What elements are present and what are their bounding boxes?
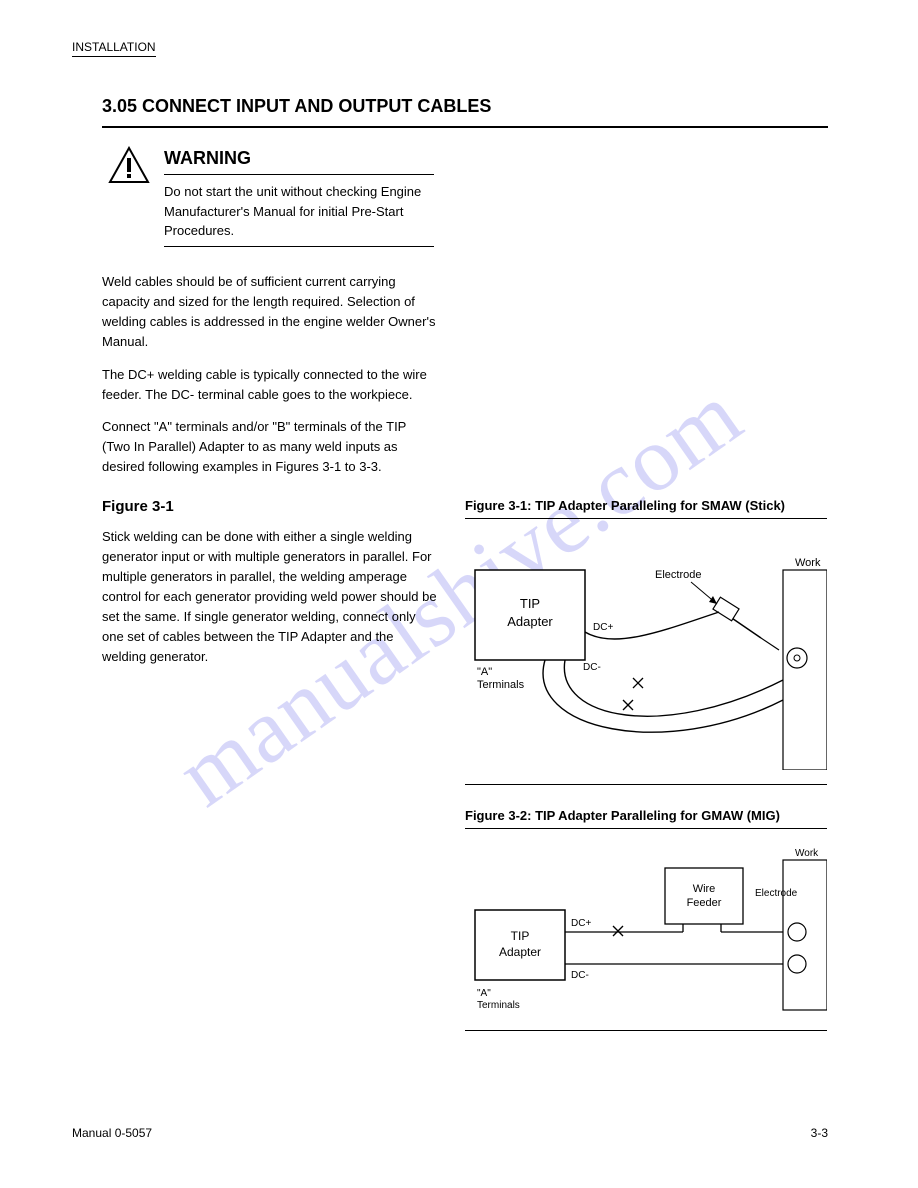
fig-b-aterm-2: Terminals: [477, 1000, 520, 1011]
figure-a-title: Figure 3-1: TIP Adapter Paralleling for …: [465, 498, 785, 513]
fig-a-work-label: Work: [795, 557, 821, 569]
figure-a-rule-bottom: [465, 784, 827, 785]
fig-b-dcplus: DC+: [571, 918, 591, 929]
footer-right: 3-3: [811, 1126, 828, 1140]
figure-a-rule-top: [465, 518, 827, 519]
fig-b-tip-1: TIP: [511, 929, 530, 943]
fig-a-dcminus: DC-: [583, 662, 601, 673]
fig-b-work: Work: [795, 848, 819, 859]
footer-left: Manual 0-5057: [72, 1126, 152, 1140]
subhead-para: Stick welding can be done with either a …: [102, 527, 437, 668]
warning-title: WARNING: [164, 148, 251, 169]
figure-subhead: Figure 3-1: [102, 495, 437, 518]
warning-text: Do not start the unit without checking E…: [164, 182, 464, 241]
fig-b-tip-2: Adapter: [499, 945, 541, 959]
figure-b-title: Figure 3-2: TIP Adapter Paralleling for …: [465, 808, 780, 823]
body-para-1: Weld cables should be of sufficient curr…: [102, 272, 437, 353]
electrode-holder-icon: [713, 597, 779, 650]
fig-a-dcplus: DC+: [593, 622, 613, 633]
fig-a-electrode-label: Electrode: [655, 569, 701, 581]
fig-b-feeder-1: Wire: [693, 883, 716, 895]
body-para-2: The DC+ welding cable is typically conne…: [102, 365, 437, 405]
fig-b-aterm-1: "A": [477, 988, 491, 999]
figure-a: TIP Adapter "A" Terminals Electrode: [465, 530, 827, 770]
warning-rule-bottom: [164, 246, 434, 247]
fig-b-feeder-2: Feeder: [687, 897, 722, 909]
warning-rule-top: [164, 174, 434, 175]
fig-a-aterm-2: Terminals: [477, 679, 525, 691]
figure-b-rule-bottom: [465, 1030, 827, 1031]
figure-b-rule-top: [465, 828, 827, 829]
figure-b: TIP Adapter "A" Terminals Wire Feeder: [465, 840, 827, 1020]
fig-b-dcminus: DC-: [571, 970, 589, 981]
section-rule: [102, 126, 828, 128]
fig-a-box-label-1: TIP: [520, 596, 540, 611]
body-para-3: Connect "A" terminals and/or "B" termina…: [102, 417, 437, 477]
page-header: INSTALLATION: [72, 40, 156, 57]
section-title: 3.05 CONNECT INPUT AND OUTPUT CABLES: [102, 96, 491, 117]
fig-a-aterm-1: "A": [477, 666, 492, 678]
body-column: Weld cables should be of sufficient curr…: [102, 272, 437, 680]
fig-a-box-label-2: Adapter: [507, 614, 553, 629]
fig-b-electrode: Electrode: [755, 888, 798, 899]
warning-triangle-icon: [108, 146, 150, 184]
